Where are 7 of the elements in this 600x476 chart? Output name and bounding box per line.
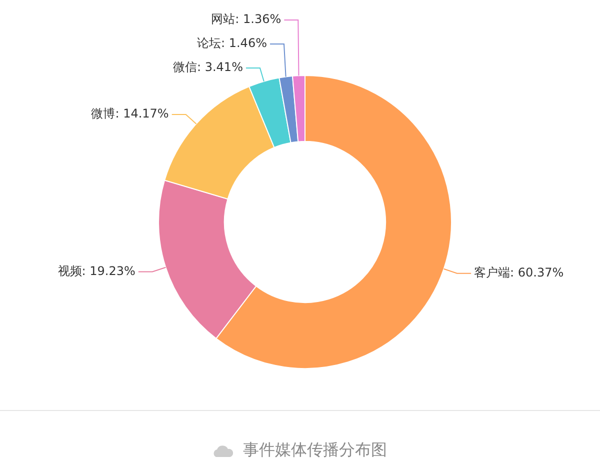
text: 事件媒体传播分布图 bbox=[243, 440, 387, 459]
slice-label: 论坛: 1.46% bbox=[197, 36, 267, 50]
slice-label: 微博: 14.17% bbox=[91, 106, 169, 121]
slice-label: 微信: 3.41% bbox=[172, 60, 243, 74]
slice-label: 网站: 1.36% bbox=[211, 12, 282, 26]
slice-label: 视频: 19.23% bbox=[58, 264, 136, 278]
slice-label: 客户端: 60.37% bbox=[474, 265, 564, 280]
